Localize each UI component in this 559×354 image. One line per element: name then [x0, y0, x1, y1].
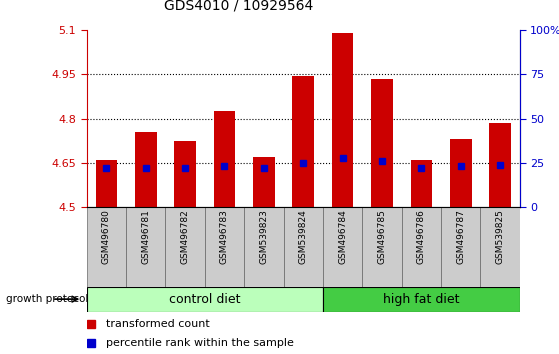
- Text: growth protocol: growth protocol: [6, 294, 88, 304]
- Text: GDS4010 / 10929564: GDS4010 / 10929564: [164, 0, 313, 12]
- Text: GSM496785: GSM496785: [377, 210, 386, 264]
- Bar: [292, 76, 314, 207]
- Bar: [214, 111, 235, 207]
- Bar: [362, 207, 402, 287]
- Text: GSM496786: GSM496786: [417, 210, 426, 264]
- Bar: [323, 287, 520, 312]
- Bar: [410, 160, 432, 207]
- Text: GSM539823: GSM539823: [259, 210, 268, 264]
- Text: GSM496781: GSM496781: [141, 210, 150, 264]
- Bar: [489, 123, 511, 207]
- Bar: [332, 33, 353, 207]
- Bar: [96, 160, 117, 207]
- Bar: [87, 207, 126, 287]
- Bar: [244, 207, 283, 287]
- Bar: [283, 207, 323, 287]
- Bar: [323, 207, 362, 287]
- Text: control diet: control diet: [169, 293, 240, 306]
- Bar: [165, 207, 205, 287]
- Bar: [126, 207, 165, 287]
- Text: GSM496784: GSM496784: [338, 210, 347, 264]
- Bar: [205, 207, 244, 287]
- Bar: [450, 139, 472, 207]
- Text: GSM539824: GSM539824: [299, 210, 308, 264]
- Text: transformed count: transformed count: [106, 319, 210, 329]
- Text: GSM496787: GSM496787: [456, 210, 465, 264]
- Bar: [135, 132, 157, 207]
- Text: high fat diet: high fat diet: [383, 293, 459, 306]
- Text: GSM539825: GSM539825: [496, 210, 505, 264]
- Text: GSM496782: GSM496782: [181, 210, 190, 264]
- Bar: [174, 141, 196, 207]
- Bar: [441, 207, 481, 287]
- Bar: [253, 157, 274, 207]
- Bar: [371, 79, 393, 207]
- Bar: [87, 287, 323, 312]
- Bar: [481, 207, 520, 287]
- Text: GSM496780: GSM496780: [102, 210, 111, 264]
- Bar: [402, 207, 441, 287]
- Text: percentile rank within the sample: percentile rank within the sample: [106, 338, 294, 348]
- Text: GSM496783: GSM496783: [220, 210, 229, 264]
